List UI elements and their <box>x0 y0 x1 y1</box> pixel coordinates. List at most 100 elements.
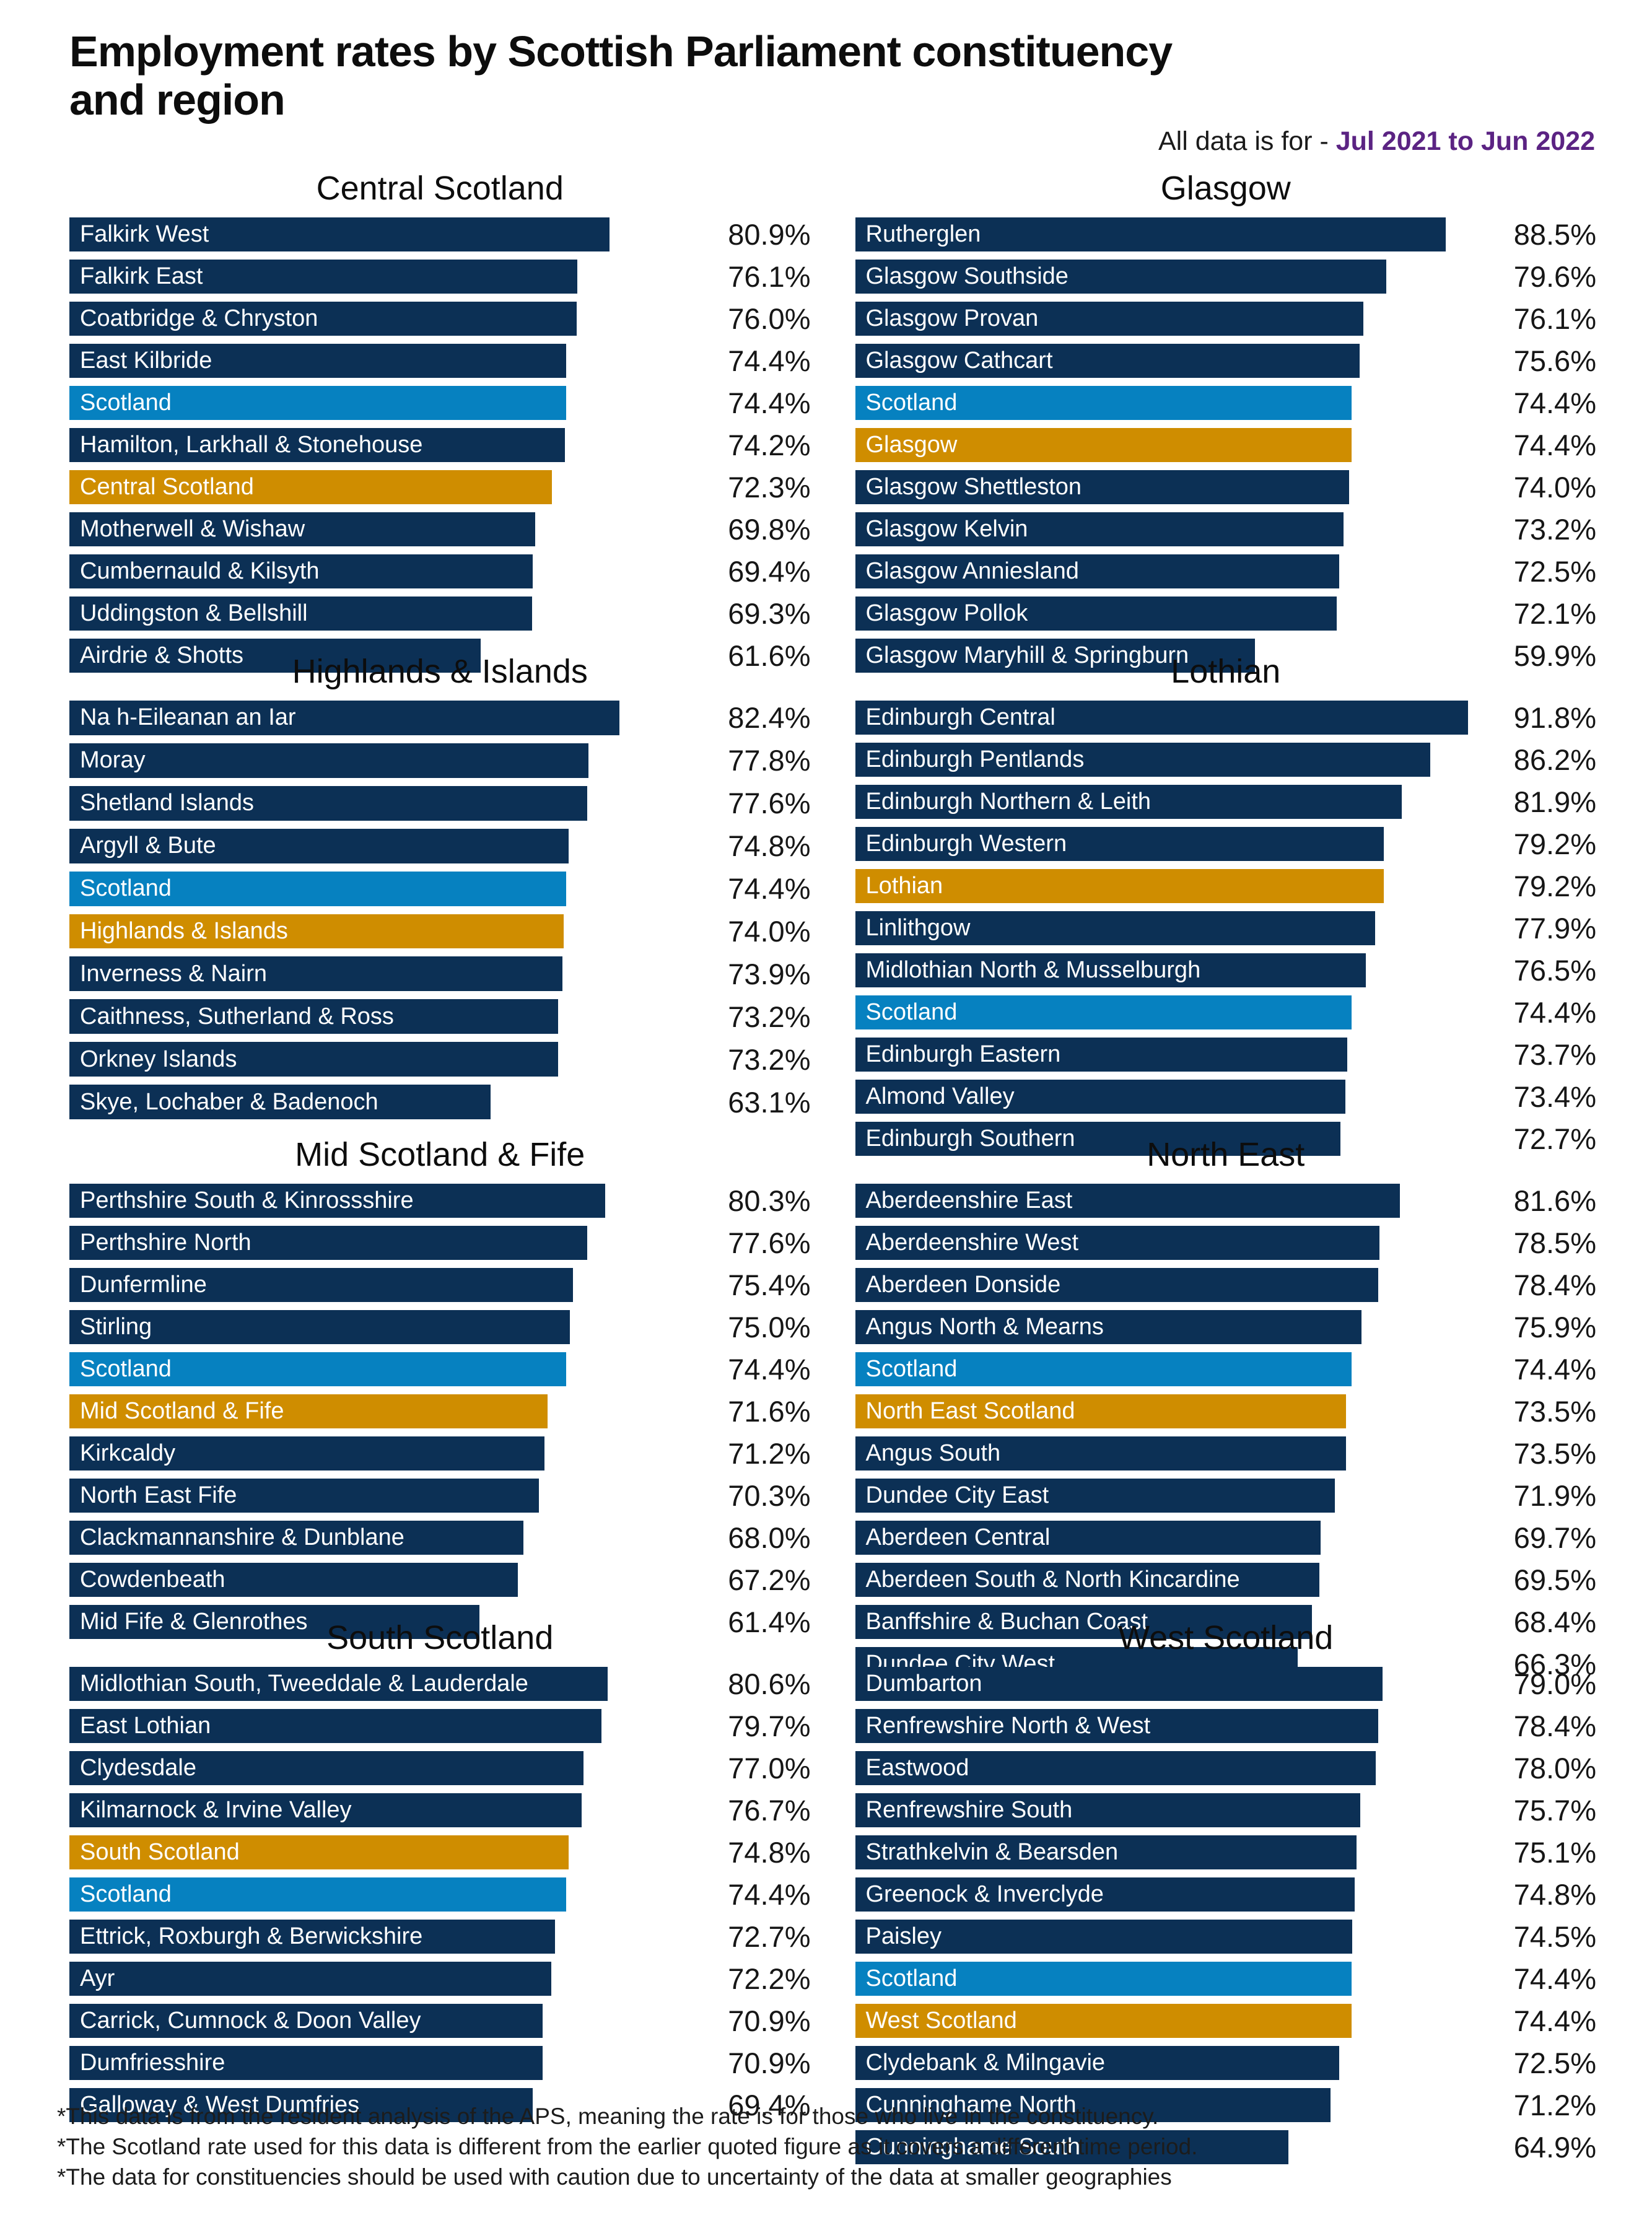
bar-track: Mid Fife & Glenrothes <box>69 1605 684 1639</box>
bar-row-dumbarton: Dumbarton 79.0% <box>855 1667 1596 1701</box>
constituency-bar: Angus South <box>855 1436 1346 1471</box>
bar-track: Moray <box>69 743 684 778</box>
constituency-bar: Angus North & Mearns <box>855 1310 1362 1344</box>
bar-row-edinburgh-western: Edinburgh Western 79.2% <box>855 827 1596 861</box>
constituency-bar: Greenock & Inverclyde <box>855 1877 1355 1912</box>
bar-track: Cunninghame South <box>855 2130 1470 2164</box>
bar-label: Cunninghame North <box>865 2092 1077 2118</box>
footnote-3: *The data for constituencies should be u… <box>57 2164 1172 2190</box>
bar-track: Paisley <box>855 1920 1470 1954</box>
constituency-bar: Airdrie & Shotts <box>69 639 481 673</box>
bar-value: 74.4% <box>728 344 811 377</box>
constituency-bar: Hamilton, Larkhall & Stonehouse <box>69 428 565 462</box>
bar-track: Glasgow Maryhill & Springburn <box>855 639 1470 673</box>
region-bar: North East Scotland <box>855 1394 1346 1428</box>
bar-value: 71.6% <box>728 1395 811 1428</box>
constituency-bar: Glasgow Provan <box>855 302 1363 336</box>
bar-row-aberdeen-south-north-kincardine: Aberdeen South & North Kincardine 69.5% <box>855 1563 1596 1597</box>
bar-label: Clydebank & Milngavie <box>865 2050 1106 2076</box>
bar-track: Edinburgh Central <box>855 701 1470 735</box>
bar-track: Kilmarnock & Irvine Valley <box>69 1793 684 1827</box>
bar-row-north-east-scotland: North East Scotland 73.5% <box>855 1394 1596 1428</box>
scotland-bar: Scotland <box>69 1352 566 1386</box>
bar-row-glasgow-provan: Glasgow Provan 76.1% <box>855 302 1596 336</box>
bar-track: Central Scotland <box>69 470 684 504</box>
bar-row-falkirk-east: Falkirk East 76.1% <box>69 260 811 294</box>
bar-label: Moray <box>80 747 146 774</box>
bar-track: Clydebank & Milngavie <box>855 2046 1470 2080</box>
bar-track: Midlothian North & Musselburgh <box>855 953 1470 987</box>
bar-label: Coatbridge & Chryston <box>80 305 318 331</box>
bar-label: Rutherglen <box>865 221 981 247</box>
bar-track: Motherwell & Wishaw <box>69 512 684 546</box>
constituency-bar: Aberdeen South & North Kincardine <box>855 1563 1319 1597</box>
panel-bars: Edinburgh Central 91.8% Edinburgh Pentland… <box>855 701 1596 1156</box>
bar-track: Stirling <box>69 1310 684 1344</box>
constituency-bar: Falkirk West <box>69 217 610 251</box>
bar-track: Dundee City East <box>855 1479 1470 1513</box>
bar-label: North East Fife <box>80 1482 237 1508</box>
bar-label: Scotland <box>80 390 172 416</box>
bar-label: Airdrie & Shotts <box>80 642 243 668</box>
bar-row-paisley: Paisley 74.5% <box>855 1920 1596 1954</box>
bar-track: Edinburgh Pentlands <box>855 743 1470 777</box>
bar-value: 69.7% <box>1513 1521 1596 1554</box>
bar-value: 63.1% <box>728 1085 811 1119</box>
bar-row-coatbridge-chryston: Coatbridge & Chryston 76.0% <box>69 302 811 336</box>
bar-row-falkirk-west: Falkirk West 80.9% <box>69 217 811 251</box>
constituency-bar: North East Fife <box>69 1479 539 1513</box>
bar-row-midlothian-south-tweeddale-lauderdale: Midlothian South, Tweeddale & Lauderdale… <box>69 1667 811 1701</box>
panels-grid: Central Scotland Falkirk West 80.9% Falkirk… <box>69 169 1596 2164</box>
bar-track: Dumbarton <box>855 1667 1470 1701</box>
bar-row-cumbernauld-kilsyth: Cumbernauld & Kilsyth 69.4% <box>69 554 811 588</box>
bar-track: East Kilbride <box>69 344 684 378</box>
bar-track: Angus North & Mearns <box>855 1310 1470 1344</box>
bar-label: East Kilbride <box>80 347 212 374</box>
bar-track: East Lothian <box>69 1709 684 1743</box>
constituency-bar: Edinburgh Eastern <box>855 1038 1347 1072</box>
bar-track: Banffshire & Buchan Coast <box>855 1605 1470 1639</box>
bar-value: 77.9% <box>1513 912 1596 945</box>
bar-row-east-lothian: East Lothian 79.7% <box>69 1709 811 1743</box>
data-period-note: All data is for - Jul 2021 to Jun 2022 <box>1158 126 1595 157</box>
panel-bars: Rutherglen 88.5% Glasgow Southside 79.6% Gla… <box>855 217 1596 673</box>
bar-track: Scotland <box>855 1962 1470 1996</box>
bar-row-glasgow-maryhill-springburn: Glasgow Maryhill & Springburn 59.9% <box>855 639 1596 673</box>
constituency-bar: Cowdenbeath <box>69 1563 518 1597</box>
page-title-line-1: Employment rates by Scottish Parliament … <box>69 27 1173 76</box>
bar-track: Aberdeen South & North Kincardine <box>855 1563 1470 1597</box>
panel-title: Lothian <box>1171 653 1281 690</box>
bar-value: 73.5% <box>1513 1395 1596 1428</box>
constituency-bar: Coatbridge & Chryston <box>69 302 577 336</box>
bar-row-south-scotland: South Scotland 74.8% <box>69 1835 811 1869</box>
bar-track: Scotland <box>69 386 684 420</box>
bar-row-east-kilbride: East Kilbride 74.4% <box>69 344 811 378</box>
constituency-bar: Skye, Lochaber & Badenoch <box>69 1085 491 1120</box>
bar-value: 74.4% <box>1513 996 1596 1029</box>
bar-track: Clydesdale <box>69 1751 684 1785</box>
bar-value: 70.3% <box>728 1479 811 1512</box>
bar-row-aberdeenshire-west: Aberdeenshire West 78.5% <box>855 1226 1596 1260</box>
bar-row-clydebank-milngavie: Clydebank & Milngavie 72.5% <box>855 2046 1596 2080</box>
bar-label: Ayr <box>80 1965 115 1991</box>
bar-row-carrick-cumnock-doon-valley: Carrick, Cumnock & Doon Valley 70.9% <box>69 2004 811 2038</box>
bar-track: Dunfermline <box>69 1268 684 1302</box>
bar-row-aberdeen-donside: Aberdeen Donside 78.4% <box>855 1268 1596 1302</box>
bar-label: Paisley <box>865 1923 942 1949</box>
bar-label: East Lothian <box>80 1713 211 1739</box>
bar-label: Mid Fife & Glenrothes <box>80 1609 308 1635</box>
bar-track: Ettrick, Roxburgh & Berwickshire <box>69 1920 684 1954</box>
constituency-bar: Carrick, Cumnock & Doon Valley <box>69 2004 543 2038</box>
bar-track: Dumfriesshire <box>69 2046 684 2080</box>
bar-row-glasgow-kelvin: Glasgow Kelvin 73.2% <box>855 512 1596 546</box>
bar-row-mid-scotland-fife: Mid Scotland & Fife 71.6% <box>69 1394 811 1428</box>
bar-row-orkney-islands: Orkney Islands 73.2% <box>69 1042 811 1077</box>
bar-row-kilmarnock-irvine-valley: Kilmarnock & Irvine Valley 76.7% <box>69 1793 811 1827</box>
bar-label: Falkirk East <box>80 263 203 289</box>
constituency-bar: Eastwood <box>855 1751 1376 1785</box>
bar-value: 79.2% <box>1513 828 1596 860</box>
bar-value: 69.4% <box>728 555 811 588</box>
bar-label: Glasgow Anniesland <box>865 558 1079 584</box>
constituency-bar: Cunninghame North <box>855 2088 1331 2122</box>
bar-value: 76.7% <box>728 1794 811 1827</box>
